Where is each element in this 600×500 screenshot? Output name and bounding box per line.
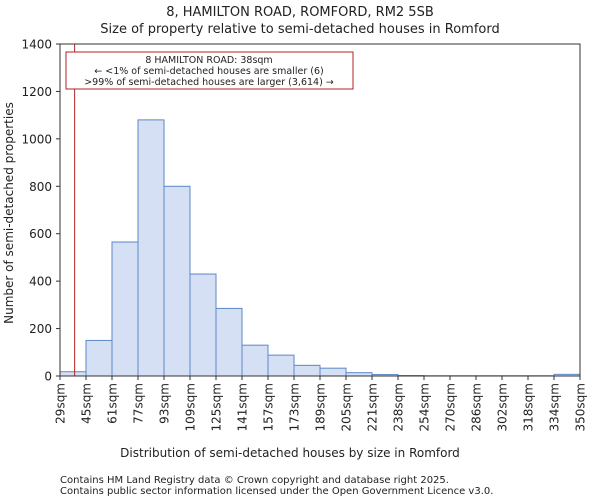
x-tick-label: 205sqm <box>340 383 354 431</box>
x-tick-label: 29sqm <box>54 383 68 424</box>
histogram-bar <box>163 185 191 377</box>
x-tick-label: 125sqm <box>210 383 224 431</box>
x-tick-label: 221sqm <box>366 383 380 431</box>
x-tick-label: 141sqm <box>236 383 250 431</box>
y-tick-label: 200 <box>29 322 52 336</box>
y-axis-ticks: 0 200 400 600 800 1000 1200 1400 <box>21 38 60 384</box>
histogram-bar <box>319 367 347 377</box>
histogram-bar <box>85 339 113 377</box>
x-tick-label: 238sqm <box>392 383 406 431</box>
histogram-bar <box>293 364 321 377</box>
histogram-bar <box>215 307 243 377</box>
x-tick-label: 302sqm <box>496 383 510 431</box>
histogram-bar <box>59 371 87 377</box>
y-axis-label: Number of semi-detached properties <box>2 102 16 324</box>
plot-area: 0 200 400 600 800 1000 1200 1400 29sqm 45sqm 61sq… <box>21 38 587 432</box>
x-tick-label: 270sqm <box>444 383 458 431</box>
footer-line2: Contains public sector information licen… <box>60 486 493 497</box>
annotation-box: 8 HAMILTON ROAD: 38sqm ← <1% of semi-det… <box>65 51 354 90</box>
histogram-bar <box>137 119 165 377</box>
histogram-bar <box>189 273 217 377</box>
y-tick-label: 0 <box>44 370 52 384</box>
x-tick-label: 189sqm <box>314 383 328 431</box>
chart-title-line2: Size of property relative to semi-detach… <box>100 22 500 37</box>
histogram-bar <box>111 241 139 377</box>
x-tick-label: 334sqm <box>548 383 562 431</box>
histogram-bar <box>241 344 269 377</box>
bars-group <box>59 119 581 377</box>
x-tick-label: 254sqm <box>418 383 432 431</box>
y-tick-label: 1400 <box>21 38 52 52</box>
x-tick-label: 93sqm <box>158 383 172 424</box>
x-axis-ticks: 29sqm 45sqm 61sqm 77sqm 93sqm 109sqm 125sqm 141… <box>54 376 588 431</box>
x-tick-label: 173sqm <box>288 383 302 431</box>
x-tick-label: 157sqm <box>262 383 276 431</box>
y-tick-label: 800 <box>29 180 52 194</box>
x-tick-label: 286sqm <box>470 383 484 431</box>
annotation-line3: >99% of semi-detached houses are larger … <box>84 77 334 88</box>
annotation-frame <box>65 51 354 90</box>
annotation-line2: ← <1% of semi-detached houses are smalle… <box>94 66 323 77</box>
y-tick-label: 1200 <box>21 85 52 99</box>
plot-frame <box>59 43 581 377</box>
x-tick-label: 61sqm <box>106 383 120 424</box>
x-tick-label: 109sqm <box>184 383 198 431</box>
chart-title-line1: 8, HAMILTON ROAD, ROMFORD, RM2 5SB <box>166 5 434 20</box>
x-tick-label: 318sqm <box>522 383 536 431</box>
x-tick-label: 77sqm <box>132 383 146 424</box>
annotation-line1: 8 HAMILTON ROAD: 38sqm <box>145 55 272 66</box>
x-tick-label: 45sqm <box>80 383 94 424</box>
y-tick-label: 400 <box>29 275 52 289</box>
x-tick-label: 350sqm <box>574 383 588 431</box>
footer-line1: Contains HM Land Registry data © Crown c… <box>60 475 449 486</box>
y-tick-label: 600 <box>29 227 52 241</box>
x-axis-label: Distribution of semi-detached houses by … <box>120 446 460 460</box>
y-tick-label: 1000 <box>21 132 52 146</box>
histogram-bar <box>267 354 295 377</box>
